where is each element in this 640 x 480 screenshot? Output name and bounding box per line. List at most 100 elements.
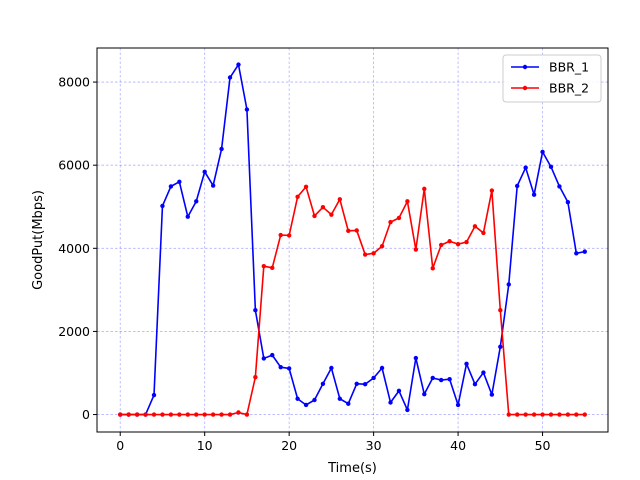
data-point-bbr-2 xyxy=(261,263,267,269)
data-point-bbr-1 xyxy=(506,282,511,287)
data-point-bbr-2 xyxy=(405,199,410,204)
data-point-bbr-2 xyxy=(396,215,402,221)
data-point-bbr-1 xyxy=(515,183,520,189)
data-point-bbr-2 xyxy=(354,228,359,233)
data-point-bbr-2 xyxy=(371,251,376,256)
data-point-bbr-2 xyxy=(523,412,528,417)
data-point-bbr-2 xyxy=(422,186,427,192)
data-point-bbr-2 xyxy=(481,230,486,236)
data-point-bbr-2 xyxy=(430,266,435,271)
data-point-bbr-2 xyxy=(379,244,385,249)
data-point-bbr-1 xyxy=(438,377,444,383)
data-point-bbr-1 xyxy=(303,402,309,408)
data-point-bbr-1 xyxy=(574,251,579,256)
data-point-bbr-1 xyxy=(261,356,267,361)
data-point-bbr-1 xyxy=(329,365,334,371)
data-point-bbr-2 xyxy=(160,412,165,417)
data-point-bbr-2 xyxy=(362,252,368,257)
data-point-bbr-2 xyxy=(540,412,545,417)
data-point-bbr-1 xyxy=(582,249,587,254)
data-point-bbr-2 xyxy=(506,412,511,417)
data-point-bbr-2 xyxy=(574,412,579,417)
data-point-bbr-1 xyxy=(548,164,554,170)
data-point-bbr-2 xyxy=(244,412,250,417)
data-point-bbr-1 xyxy=(160,203,165,209)
data-point-bbr-2 xyxy=(531,412,537,417)
y-tick-label: 6000 xyxy=(58,158,90,173)
data-point-bbr-1 xyxy=(295,396,300,401)
data-point-bbr-1 xyxy=(202,169,207,175)
data-point-bbr-2 xyxy=(227,412,233,417)
x-tick-label: 10 xyxy=(197,438,213,453)
data-point-bbr-2 xyxy=(185,412,190,417)
data-point-bbr-2 xyxy=(253,374,258,380)
data-point-bbr-2 xyxy=(168,412,174,417)
data-point-bbr-2 xyxy=(303,184,309,190)
x-tick-label: 40 xyxy=(450,438,466,453)
data-point-bbr-2 xyxy=(548,412,554,417)
data-point-bbr-1 xyxy=(481,370,486,375)
data-point-bbr-2 xyxy=(278,232,283,238)
data-point-bbr-2 xyxy=(219,412,224,417)
data-point-bbr-1 xyxy=(278,364,283,370)
data-point-bbr-2 xyxy=(312,213,317,219)
data-point-bbr-1 xyxy=(396,388,402,394)
legend-label: BBR_1 xyxy=(549,60,589,75)
legend-label: BBR_2 xyxy=(549,81,589,96)
data-point-bbr-1 xyxy=(523,165,528,170)
data-point-bbr-2 xyxy=(210,412,216,417)
data-point-bbr-1 xyxy=(236,62,241,67)
data-point-bbr-1 xyxy=(354,381,359,386)
data-point-bbr-1 xyxy=(346,401,351,406)
data-point-bbr-1 xyxy=(430,375,435,381)
data-point-bbr-1 xyxy=(286,366,292,371)
x-tick-label: 30 xyxy=(366,438,382,453)
data-point-bbr-2 xyxy=(515,412,520,417)
data-point-bbr-1 xyxy=(320,381,326,386)
data-point-bbr-1 xyxy=(422,391,427,397)
x-tick-label: 0 xyxy=(116,438,124,453)
data-point-bbr-2 xyxy=(472,224,478,229)
data-point-bbr-2 xyxy=(489,188,495,193)
data-point-bbr-1 xyxy=(362,382,368,387)
data-point-bbr-2 xyxy=(320,204,326,210)
data-point-bbr-2 xyxy=(413,247,419,252)
data-point-bbr-2 xyxy=(498,308,503,313)
y-tick-label: 4000 xyxy=(58,241,90,256)
data-point-bbr-1 xyxy=(379,365,385,371)
data-point-bbr-1 xyxy=(210,183,216,188)
data-point-bbr-1 xyxy=(540,149,545,155)
data-point-bbr-1 xyxy=(270,352,275,358)
y-tick-label: 2000 xyxy=(58,324,90,339)
data-point-bbr-1 xyxy=(227,75,233,80)
data-point-bbr-2 xyxy=(134,412,140,417)
data-point-bbr-2 xyxy=(565,412,571,417)
data-point-bbr-1 xyxy=(337,396,343,401)
grid-lines xyxy=(97,48,608,432)
data-point-bbr-2 xyxy=(295,194,300,199)
data-point-bbr-1 xyxy=(557,184,562,189)
data-point-bbr-2 xyxy=(447,239,452,244)
y-axis-label: GoodPut(Mbps) xyxy=(31,190,46,290)
data-point-bbr-2 xyxy=(464,239,469,245)
data-point-bbr-1 xyxy=(151,392,157,398)
data-point-bbr-2 xyxy=(286,233,292,238)
legend-marker xyxy=(522,64,528,70)
data-point-bbr-1 xyxy=(405,407,410,413)
legend: BBR_1 BBR_2 xyxy=(502,54,602,103)
x-tick-label: 20 xyxy=(281,438,297,453)
data-point-bbr-1 xyxy=(168,184,174,189)
data-point-bbr-2 xyxy=(388,219,393,225)
data-point-bbr-2 xyxy=(126,412,131,417)
y-tick-label: 0 xyxy=(82,407,90,422)
data-point-bbr-1 xyxy=(185,214,190,219)
data-point-bbr-2 xyxy=(438,242,444,248)
data-point-bbr-2 xyxy=(270,265,275,271)
data-point-bbr-2 xyxy=(194,412,199,417)
data-point-bbr-1 xyxy=(498,344,503,350)
data-point-bbr-2 xyxy=(557,412,562,417)
data-point-bbr-2 xyxy=(177,412,182,417)
data-point-bbr-1 xyxy=(194,199,199,204)
plot-frame xyxy=(96,47,609,433)
